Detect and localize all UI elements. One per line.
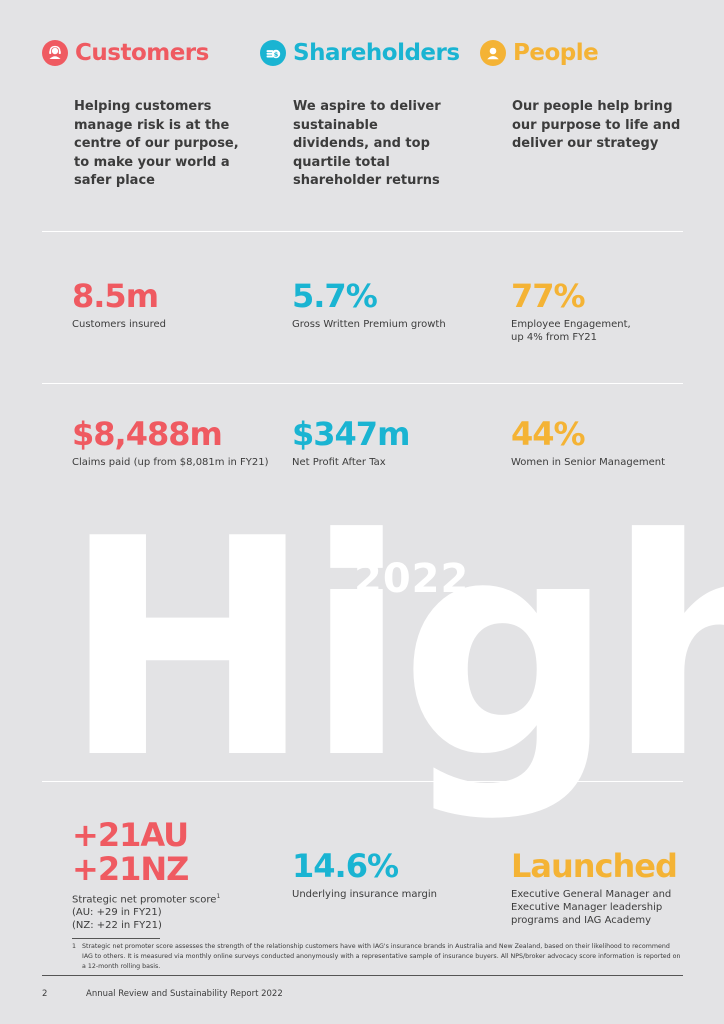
stat-label: Strategic net promoter score1 bbox=[72, 890, 220, 906]
people-header: People bbox=[480, 40, 599, 66]
stat-employee-engagement: 77% Employee Engagement, up 4% from FY21 bbox=[511, 278, 631, 344]
customers-intro: Helping customers manage risk is at the … bbox=[74, 99, 239, 188]
coins-dollar-icon: $ bbox=[260, 40, 286, 66]
footnote-number: 1 bbox=[72, 943, 77, 950]
divider bbox=[42, 383, 683, 384]
people-intro: Our people help bring our purpose to lif… bbox=[512, 99, 681, 151]
shareholders-header: $ Shareholders bbox=[260, 40, 460, 66]
footnote-marker: 1 bbox=[216, 893, 221, 900]
stat-nps: +21AU +21NZ Strategic net promoter score… bbox=[72, 818, 220, 932]
person-icon bbox=[480, 40, 506, 66]
footnote-text: Strategic net promoter score assesses th… bbox=[82, 943, 681, 970]
stat-value: $8,488m bbox=[72, 415, 223, 453]
divider bbox=[42, 231, 683, 232]
stat-label: Gross Written Premium growth bbox=[292, 319, 446, 330]
stat-women-senior-mgmt: 44% Women in Senior Management bbox=[511, 416, 665, 469]
stat-label-text: Strategic net promoter score bbox=[72, 894, 217, 906]
shareholders-title: Shareholders bbox=[293, 40, 460, 66]
stat-label: Net Profit After Tax bbox=[292, 457, 386, 468]
stat-gwp-growth: 5.7% Gross Written Premium growth bbox=[292, 278, 446, 331]
svg-text:$: $ bbox=[274, 50, 279, 58]
stat-value: 8.5m bbox=[72, 277, 159, 315]
stat-claims-paid: $8,488m Claims paid (up from $8,081m in … bbox=[72, 416, 268, 469]
stat-label: Claims paid (up from $8,081m in FY21) bbox=[72, 457, 269, 468]
stat-value: Launched bbox=[511, 847, 678, 885]
footer-divider bbox=[42, 975, 683, 976]
stat-value: 44% bbox=[511, 415, 586, 453]
stat-sublabel: (AU: +29 in FY21) (NZ: +22 in FY21) bbox=[72, 907, 162, 932]
stat-net-profit: $347m Net Profit After Tax bbox=[292, 415, 410, 469]
people-title: People bbox=[513, 40, 599, 66]
shareholders-intro: We aspire to deliver sustainable dividen… bbox=[293, 99, 441, 188]
stat-value: 5.7% bbox=[292, 277, 378, 315]
stat-value: 77% bbox=[511, 277, 586, 315]
highlights-watermark: Highl bbox=[62, 475, 724, 824]
stat-value: +21AU +21NZ bbox=[72, 816, 189, 888]
stat-label: Underlying insurance margin bbox=[292, 889, 437, 900]
footnote: 1 Strategic net promoter score assesses … bbox=[72, 942, 682, 972]
customers-header: Customers bbox=[42, 40, 209, 66]
stat-leadership-programs: Launched Executive General Manager and E… bbox=[511, 847, 678, 927]
stat-label: Executive General Manager and Executive … bbox=[511, 889, 672, 926]
divider bbox=[42, 781, 683, 782]
year-watermark: 2022 bbox=[354, 556, 470, 602]
stat-value: $347m bbox=[292, 415, 410, 453]
page-number: 2 bbox=[42, 989, 48, 999]
stat-label: Employee Engagement, up 4% from FY21 bbox=[511, 319, 631, 343]
footnote-divider bbox=[72, 938, 160, 939]
customers-title: Customers bbox=[75, 40, 209, 66]
stat-customers-insured: 8.5m Customers insured bbox=[72, 278, 166, 331]
headset-person-icon bbox=[42, 40, 68, 66]
stat-label: Customers insured bbox=[72, 319, 167, 330]
stat-label: Women in Senior Management bbox=[511, 457, 666, 468]
report-title: Annual Review and Sustainability Report … bbox=[86, 989, 283, 999]
stat-insurance-margin: 14.6% Underlying insurance margin bbox=[292, 848, 437, 901]
stat-value: 14.6% bbox=[292, 847, 399, 885]
